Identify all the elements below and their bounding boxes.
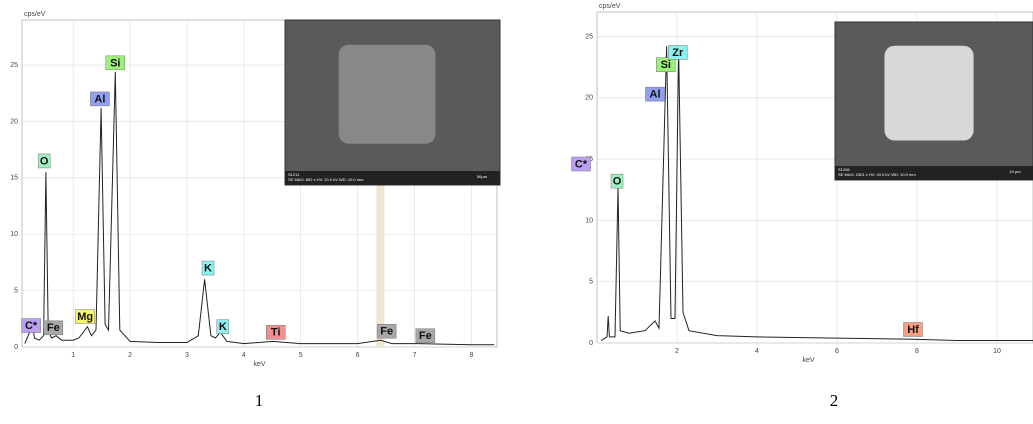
x-tick-label: 4 <box>242 352 246 359</box>
x-tick-label: 7 <box>413 352 417 359</box>
highlight-band <box>376 185 385 347</box>
sem-info-bar <box>285 171 500 185</box>
sem-id: S1211 <box>288 172 300 177</box>
y-tick-label: 5 <box>14 287 18 294</box>
x-tick-label: 8 <box>469 352 473 359</box>
sem-image-particle <box>884 45 974 141</box>
peak-label-box <box>75 309 95 324</box>
y-tick-label: 0 <box>14 344 18 351</box>
peak-label: Al <box>650 89 661 101</box>
x-tick-label: 3 <box>185 352 189 359</box>
x-axis-label: keV <box>253 361 265 368</box>
peak-label: Si <box>110 57 120 69</box>
peak-label-box <box>415 328 436 343</box>
peak-label: K <box>219 321 227 333</box>
peak-label: Zr <box>672 47 684 59</box>
x-tick-label: 10 <box>993 348 1001 355</box>
x-tick-label: 1 <box>71 352 75 359</box>
peak-label-box <box>571 156 591 172</box>
sem-image-particle <box>338 44 436 144</box>
peak-label: Si <box>661 59 671 71</box>
y-tick-label: 10 <box>585 217 593 224</box>
peak-label-box <box>37 153 51 169</box>
y-tick-label: 20 <box>585 95 593 102</box>
peak-label-box <box>105 55 126 71</box>
x-tick-label: 8 <box>915 348 919 355</box>
peak-label-box <box>376 323 397 339</box>
panel-label: 2 <box>830 391 839 410</box>
panel-label: 1 <box>255 391 264 410</box>
peak-label: Hf <box>907 324 919 336</box>
x-tick-label: 2 <box>128 352 132 359</box>
y-tick-label: 10 <box>10 231 18 238</box>
peak-label: K <box>204 262 212 274</box>
x-tick-label: 6 <box>835 348 839 355</box>
x-tick-label: 5 <box>299 352 303 359</box>
y-tick-label: 25 <box>10 62 18 69</box>
peak-label-box <box>265 325 286 340</box>
peak-label-box <box>201 260 215 276</box>
y-axis-label: cps/eV <box>24 11 46 18</box>
peak-label-box <box>21 318 41 333</box>
peak-label-box <box>668 45 688 60</box>
peak-label: O <box>613 176 622 188</box>
peak-label: Mg <box>77 311 93 323</box>
y-axis-label: cps/eV <box>599 3 621 10</box>
spectrum-line <box>600 46 1033 341</box>
sem-scale: 10 µm <box>1009 169 1021 174</box>
peak-label: Al <box>94 93 105 105</box>
peak-label-box <box>90 91 110 107</box>
peak-label: Ti <box>271 327 281 339</box>
peak-label: C* <box>25 320 38 332</box>
peak-label: C* <box>575 158 588 170</box>
sem-scale: 50µm <box>477 174 488 179</box>
peak-label: Fe <box>419 330 432 342</box>
peak-label: Fe <box>380 326 393 338</box>
sem-caption: SE MAG: 2301 x HV: 20.0 kV WD: 10.0 mm <box>838 172 916 177</box>
spectrum-line <box>24 71 495 346</box>
x-tick-label: 6 <box>356 352 360 359</box>
x-axis-label: keV <box>802 357 814 364</box>
peak-label-box <box>43 320 64 336</box>
y-tick-label: 15 <box>10 175 18 182</box>
peak-label: Fe <box>47 322 60 334</box>
peak-label-box <box>216 319 230 334</box>
x-tick-label: 2 <box>675 348 679 355</box>
y-tick-label: 25 <box>585 33 593 40</box>
sem-caption: SE MAG: 892 x HV: 20.0 kV WD: 10.0 mm <box>288 177 364 182</box>
peak-label-box <box>610 173 624 189</box>
peak-label: O <box>40 155 49 167</box>
peak-label-box <box>656 57 676 72</box>
sem-id: S1206 <box>838 167 850 172</box>
sem-info-bar <box>835 166 1033 180</box>
y-tick-label: 5 <box>589 279 593 286</box>
peak-label-box <box>903 322 923 337</box>
x-tick-label: 4 <box>755 348 759 355</box>
peak-label-box <box>645 86 665 102</box>
y-tick-label: 0 <box>589 340 593 347</box>
y-tick-label: 20 <box>10 118 18 125</box>
